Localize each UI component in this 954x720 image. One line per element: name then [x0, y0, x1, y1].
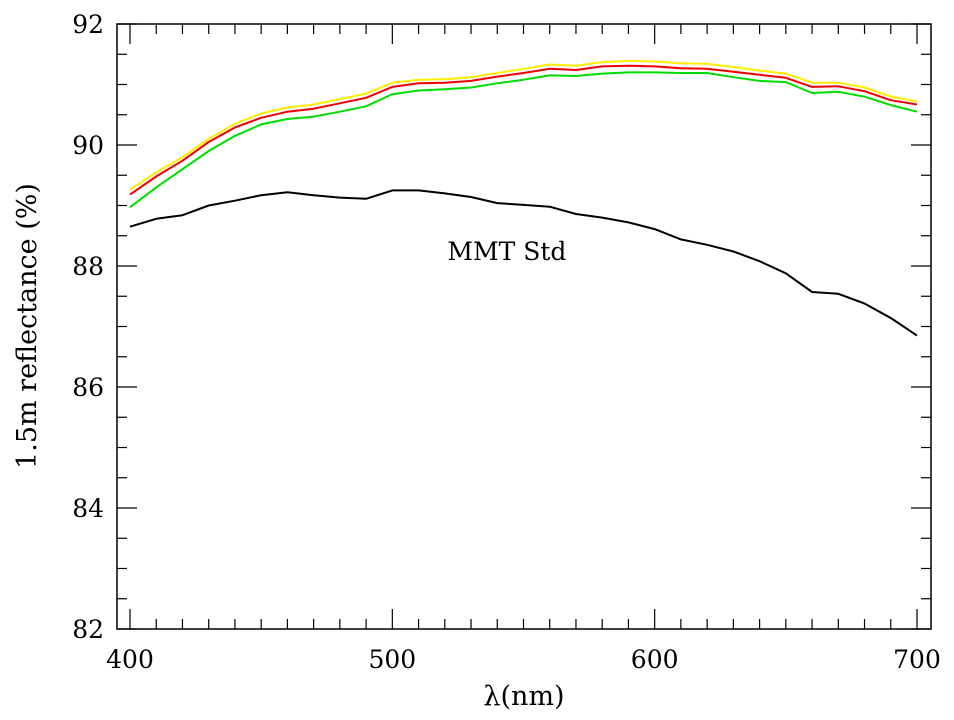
- annotation-label: MMT Std: [447, 237, 566, 266]
- x-tick-label: 600: [631, 645, 679, 674]
- x-axis-label: λ(nm): [483, 681, 564, 712]
- y-axis-label: 1.5m reflectance (%): [12, 183, 43, 469]
- series-line-1: [129, 189, 918, 337]
- x-tick-label: 700: [893, 645, 941, 674]
- x-tick-label: 400: [106, 645, 154, 674]
- series-line-4: [129, 64, 918, 196]
- y-tick-label: 92: [72, 10, 104, 39]
- y-tick-label: 84: [72, 494, 104, 523]
- axis-ticks: [117, 23, 931, 630]
- y-tick-label: 90: [72, 131, 104, 160]
- y-tick-label: 86: [72, 373, 104, 402]
- x-tick-label: 500: [368, 645, 416, 674]
- tick-labels: 400 500 600 700 82 84 86 88 90 92: [72, 10, 941, 674]
- series-line-3: [129, 59, 918, 191]
- y-tick-label: 82: [72, 615, 104, 644]
- y-tick-label: 88: [72, 252, 104, 281]
- series-line-2: [129, 71, 918, 209]
- plot-frame: [116, 23, 932, 630]
- series-lines: [129, 59, 918, 337]
